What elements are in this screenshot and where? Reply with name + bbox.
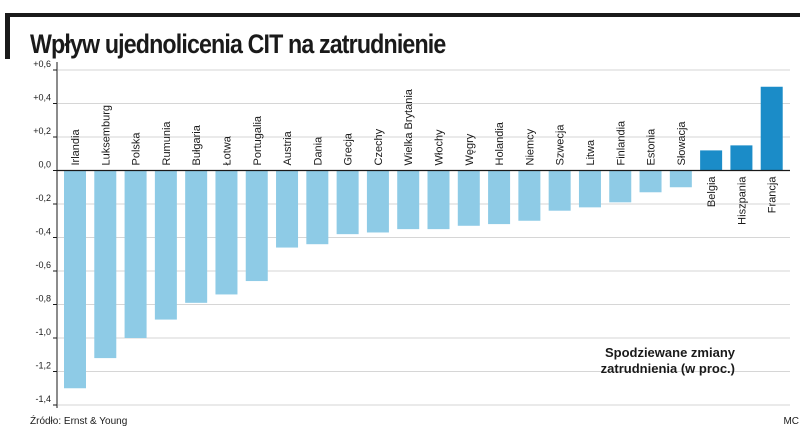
y-tick-label: -1,2	[35, 361, 51, 371]
category-label: Łotwa	[221, 135, 233, 165]
bar	[578, 170, 601, 208]
bar	[548, 170, 571, 211]
category-label: Irlandia	[70, 129, 82, 166]
bar	[336, 170, 359, 235]
category-label: Portugalia	[252, 115, 264, 165]
y-tick-label: -0,2	[35, 193, 51, 203]
y-tick-label: +0,4	[33, 93, 51, 103]
bar	[488, 170, 511, 225]
bar	[397, 170, 420, 230]
y-tick-label: +0,6	[33, 59, 51, 69]
credit-note: MC	[783, 416, 799, 427]
chart-title: Wpływ ujednolicenia CIT na zatrudnienie	[30, 29, 446, 59]
category-label: Litwa	[585, 139, 597, 166]
category-label: Estonia	[646, 128, 658, 166]
category-label: Dania	[312, 136, 324, 166]
category-label: Niemcy	[524, 128, 536, 165]
category-label: Rumunia	[161, 121, 173, 166]
chart-annotation: zatrudnienia (w proc.)	[601, 361, 735, 376]
category-label: Belgia	[706, 176, 718, 207]
top-rule	[5, 13, 800, 17]
bar	[700, 150, 723, 171]
category-label: Finlandia	[615, 120, 627, 166]
bar	[427, 170, 450, 230]
bar	[518, 170, 541, 221]
bar	[760, 86, 783, 171]
category-label: Szwecja	[555, 124, 567, 166]
chart-annotation: Spodziewane zmiany	[605, 345, 736, 360]
category-label: Wielka Brytania	[403, 88, 415, 165]
y-tick-label: +0,2	[33, 126, 51, 136]
source-note: Źródło: Ernst & Young	[30, 416, 128, 427]
y-tick-label: -1,4	[35, 394, 51, 404]
bar	[94, 170, 117, 359]
bar	[276, 170, 299, 248]
category-label: Holandia	[494, 121, 506, 165]
category-label: Bułgaria	[191, 124, 203, 165]
y-tick-label: -0,4	[35, 227, 51, 237]
y-tick-label: -0,6	[35, 260, 51, 270]
category-label: Luksemburg	[100, 105, 112, 166]
bar	[185, 170, 208, 303]
bar	[215, 170, 238, 295]
bar	[609, 170, 632, 203]
bar	[245, 170, 268, 282]
category-label: Słowacja	[676, 121, 688, 166]
category-label: Włochy	[434, 129, 446, 166]
bar	[124, 170, 147, 338]
bar	[306, 170, 329, 245]
bar	[669, 170, 692, 188]
left-rule	[5, 13, 10, 59]
y-tick-label: -0,8	[35, 294, 51, 304]
category-label: Francja	[767, 176, 779, 214]
bar	[64, 170, 86, 389]
bar	[366, 170, 389, 233]
category-label: Hiszpania	[736, 176, 748, 225]
category-label: Węgry	[464, 133, 476, 165]
bar	[730, 145, 753, 171]
category-label: Austria	[282, 130, 294, 165]
y-tick-label: 0,0	[38, 160, 51, 170]
bar	[639, 170, 662, 193]
y-tick-label: -1,0	[35, 327, 51, 337]
category-label: Czechy	[373, 128, 385, 165]
bar	[457, 170, 480, 226]
category-label: Grecja	[343, 132, 355, 165]
bar	[154, 170, 177, 320]
category-label: Polska	[131, 132, 143, 166]
